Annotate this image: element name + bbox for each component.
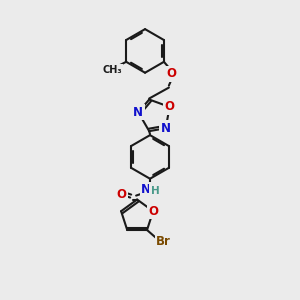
Text: O: O	[164, 100, 175, 113]
Text: CH₃: CH₃	[103, 65, 122, 75]
Text: O: O	[167, 67, 177, 80]
Text: N: N	[134, 106, 143, 119]
Text: O: O	[148, 205, 158, 218]
Text: Br: Br	[156, 235, 171, 248]
Text: H: H	[151, 186, 159, 196]
Text: N: N	[141, 183, 151, 196]
Text: N: N	[161, 122, 171, 135]
Text: O: O	[116, 188, 126, 201]
